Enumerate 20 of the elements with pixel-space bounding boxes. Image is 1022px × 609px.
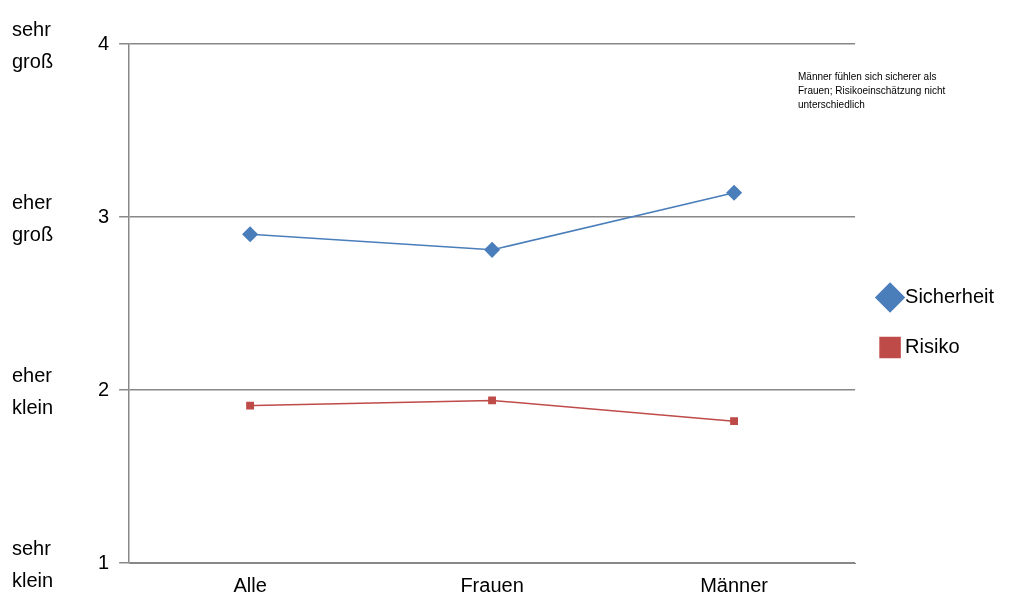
point [730, 417, 739, 426]
point [242, 226, 258, 243]
text: eher klein [12, 363, 54, 418]
x-tick-label: Alle [233, 573, 267, 596]
point [488, 396, 497, 405]
text: sehr klein [12, 536, 54, 591]
text: eher groß [12, 190, 54, 245]
legend-label: Risiko [905, 335, 960, 358]
legend-label: Sicherheit [905, 285, 995, 308]
y-tick-label: 1 [98, 550, 110, 573]
text: sehr groß [12, 17, 54, 72]
point [246, 401, 255, 410]
y-tick-label: 4 [98, 31, 110, 54]
point [726, 185, 742, 201]
y-tick-label: 2 [98, 377, 110, 400]
annotation: Männer fühlen sich sicherer als Frauen; Risikoeinschätzung nicht unterschiedlich [798, 70, 947, 112]
y-tick-label: 3 [98, 204, 110, 227]
x-tick-label: Männer [700, 573, 769, 596]
point [484, 242, 500, 258]
x-tick-label: Frauen [460, 573, 524, 596]
